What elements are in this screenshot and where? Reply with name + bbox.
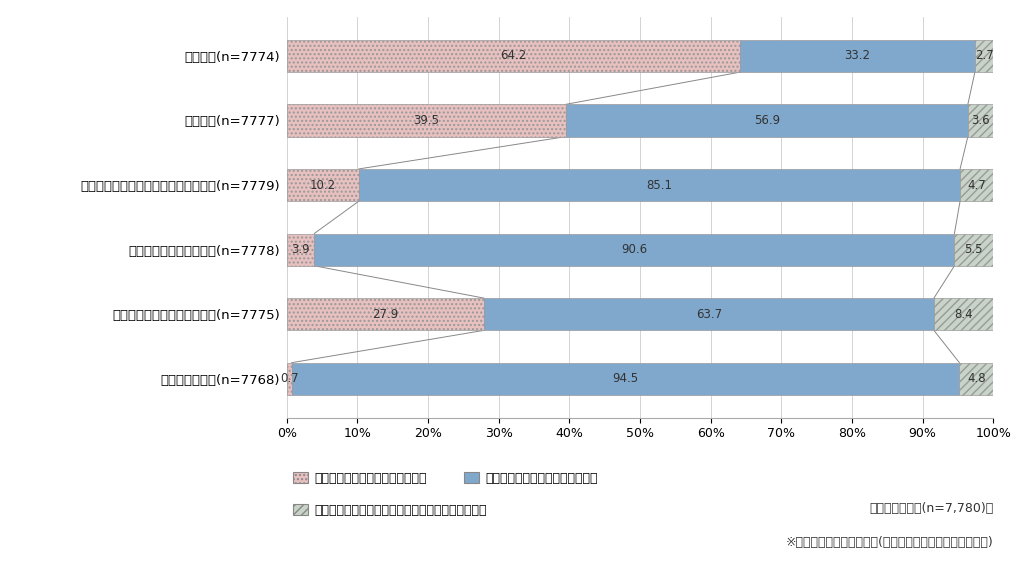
- Bar: [287, 40, 740, 72]
- Text: 63.7: 63.7: [696, 308, 722, 321]
- Bar: [287, 363, 292, 395]
- Bar: [954, 233, 993, 266]
- Bar: [314, 233, 954, 266]
- Bar: [566, 104, 968, 137]
- Bar: [287, 104, 566, 137]
- Bar: [287, 233, 314, 266]
- Bar: [975, 40, 994, 72]
- Text: 94.5: 94.5: [612, 372, 639, 386]
- Bar: [484, 298, 934, 331]
- Text: 3.9: 3.9: [291, 243, 310, 256]
- Text: （対象：全企業(n=7,780)）: （対象：全企業(n=7,780)）: [869, 502, 993, 515]
- Text: 39.5: 39.5: [414, 114, 439, 127]
- Text: 33.2: 33.2: [845, 49, 870, 62]
- Text: 85.1: 85.1: [646, 178, 673, 192]
- Text: 90.6: 90.6: [622, 243, 647, 256]
- Text: 8.4: 8.4: [954, 308, 973, 321]
- Bar: [934, 298, 993, 331]
- Text: ※無回答、無効回答を除く(以降、企業調査については同じ): ※無回答、無効回答を除く(以降、企業調査については同じ): [785, 536, 993, 549]
- Bar: [292, 363, 959, 395]
- Bar: [959, 363, 993, 395]
- Text: 10.2: 10.2: [309, 178, 336, 192]
- Text: 4.7: 4.7: [968, 178, 986, 192]
- Bar: [287, 169, 358, 201]
- Text: 27.9: 27.9: [372, 308, 398, 321]
- Text: 2.7: 2.7: [975, 49, 994, 62]
- Bar: [961, 169, 993, 201]
- Legend: ハラスメントに関する相談の有無を把握していない: ハラスメントに関する相談の有無を把握していない: [293, 504, 486, 517]
- Text: 5.5: 5.5: [965, 243, 983, 256]
- Text: 0.7: 0.7: [280, 372, 299, 386]
- Text: 56.9: 56.9: [754, 114, 780, 127]
- Text: 64.2: 64.2: [501, 49, 526, 62]
- Bar: [968, 104, 993, 137]
- Text: 3.6: 3.6: [971, 114, 990, 127]
- Text: 4.8: 4.8: [967, 372, 986, 386]
- Bar: [287, 298, 484, 331]
- Bar: [358, 169, 961, 201]
- Bar: [740, 40, 975, 72]
